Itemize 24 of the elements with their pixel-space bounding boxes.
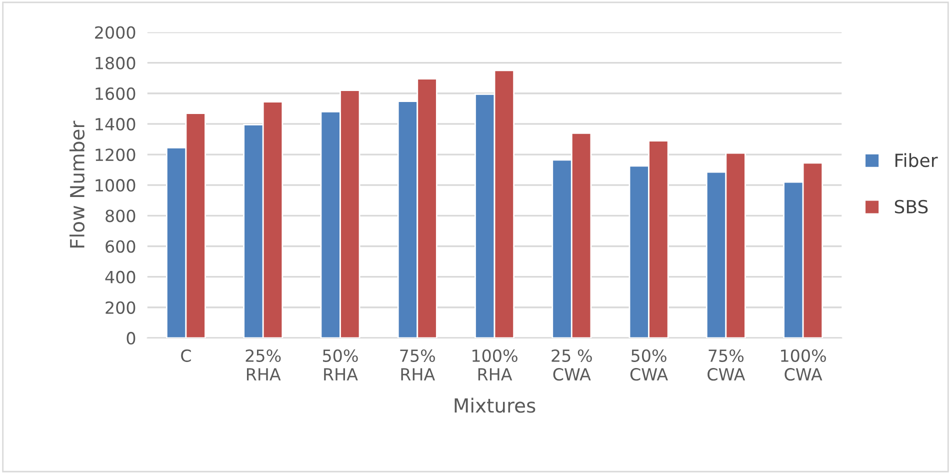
x-tick-label: 75% CWA bbox=[708, 349, 746, 381]
x-tick-label: 25 % CWA bbox=[552, 349, 592, 381]
y-tick-label: 400 bbox=[105, 270, 136, 284]
y-tick-label: 1000 bbox=[96, 179, 136, 192]
y-tick-label: 1400 bbox=[96, 118, 136, 131]
y-tick-label: 1600 bbox=[96, 87, 136, 100]
x-tick-label: C bbox=[181, 349, 191, 362]
x-tick-label: 75% RHA bbox=[400, 349, 435, 380]
x-tick-label: 50% RHA bbox=[323, 349, 358, 380]
y-tick-label: 2000 bbox=[95, 26, 136, 39]
y-tick-label: 600 bbox=[106, 240, 136, 253]
x-tick-label: 100% CWA bbox=[781, 349, 826, 381]
x-axis-title: Mixtures bbox=[454, 398, 536, 413]
y-tick-label: 800 bbox=[106, 210, 136, 222]
legend-label: Fiber bbox=[895, 153, 938, 168]
y-axis-title: Flow Number bbox=[70, 120, 85, 248]
y-tick-label: 0 bbox=[126, 332, 136, 345]
y-tick-label: 1200 bbox=[96, 148, 136, 162]
x-tick-label: 25% RHA bbox=[246, 349, 281, 380]
y-tick-label: 1800 bbox=[96, 56, 136, 70]
x-tick-label: 50% CWA bbox=[630, 349, 668, 381]
x-tick-label: 100% RHA bbox=[472, 349, 518, 380]
legend-label: SBS bbox=[894, 200, 928, 214]
y-tick-label: 200 bbox=[106, 301, 136, 314]
